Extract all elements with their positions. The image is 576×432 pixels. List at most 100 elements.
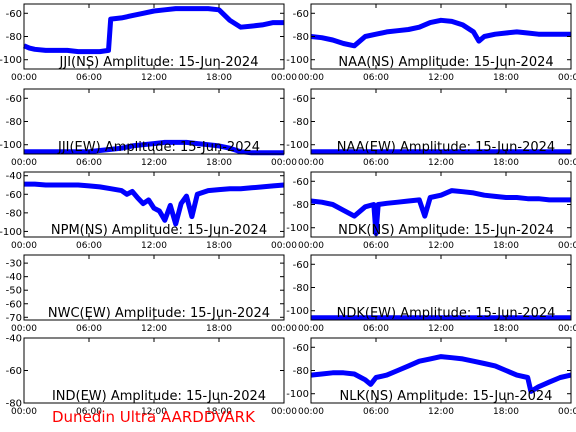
ytick-label-5-0: -60: [293, 177, 309, 188]
xtick-label-2-2: 12:00: [141, 158, 167, 168]
ytick-label-2-1: -80: [6, 117, 22, 128]
panel-title-3: NAA(EW) Amplitude: 15-Jun-2024: [337, 140, 555, 155]
xtick-label-7-2: 12:00: [428, 324, 454, 334]
footer-credit: Dunedin Ultra AARDDVARK: [52, 408, 255, 426]
xtick-label-3-4: 00:00: [558, 158, 576, 168]
panel-5: -60 -80 -100 00:00 06:00 12:00 18:00 00:00 NDK(N…: [286, 171, 576, 251]
ytick-label-0-2: -100: [0, 55, 22, 66]
panel-title-9: NLK(NS) Amplitude: 15-Jun-2024: [340, 389, 553, 404]
xtick-label-2-3: 18:00: [206, 158, 232, 168]
xtick-label-3-3: 18:00: [493, 158, 519, 168]
xtick-label-2-4: 00:00: [271, 158, 297, 168]
ytick-label-8-0: -40: [6, 334, 22, 345]
xtick-label-2-1: 06:00: [76, 158, 102, 168]
ytick-label-2-0: -60: [6, 94, 22, 105]
series-line-4-0: [24, 181, 285, 227]
ytick-label-9-0: -60: [293, 343, 309, 354]
ytick-label-4-1: -60: [6, 190, 22, 201]
ytick-label-3-1: -80: [293, 117, 309, 128]
ytick-label-7-0: -60: [293, 260, 309, 271]
xtick-label-7-0: 00:00: [298, 324, 324, 334]
panel-title-1: NAA(NS) Amplitude: 15-Jun-2024: [338, 55, 553, 70]
panel-title-8: IND(EW) Amplitude: 15-Jun-2024: [52, 389, 266, 404]
ytick-label-2-2: -100: [0, 140, 22, 151]
xtick-label-1-4: 00:00: [558, 73, 576, 83]
xtick-label-4-1: 06:00: [76, 241, 102, 251]
xtick-label-1-3: 18:00: [493, 73, 519, 83]
ytick-label-6-2: -50: [6, 286, 22, 297]
xtick-label-0-3: 18:00: [206, 73, 232, 83]
xtick-label-1-0: 00:00: [298, 73, 324, 83]
xtick-label-1-2: 12:00: [428, 73, 454, 83]
series-core-1-0: [310, 19, 571, 47]
ytick-label-6-0: -30: [6, 259, 22, 270]
xtick-label-8-0: 00:00: [11, 407, 37, 417]
ytick-label-6-3: -60: [6, 299, 22, 310]
xtick-label-9-2: 12:00: [428, 407, 454, 417]
ytick-label-5-2: -100: [286, 223, 309, 234]
xtick-label-2-0: 00:00: [11, 158, 37, 168]
xtick-label-8-2: 12:00: [141, 407, 167, 417]
xtick-label-9-4: 00:00: [558, 407, 576, 417]
series-core-2-0: [24, 141, 284, 154]
ytick-label-3-0: -60: [293, 94, 309, 105]
panel-2: -60 -80 -100 00:00 06:00 12:00 18:00 00:00 JJI(E…: [0, 88, 297, 168]
ytick-label-4-3: -100: [0, 227, 22, 238]
panel-7: -60-80-10000:0006:0012:0018:0000:00NDK(E…: [286, 254, 576, 334]
xtick-label-7-3: 18:00: [493, 324, 519, 334]
xtick-label-7-4: 00:00: [558, 324, 576, 334]
panel-title-5: NDK(NS) Amplitude: 15-Jun-2024: [338, 223, 554, 238]
ytick-label-8-2: -80: [6, 399, 22, 410]
xtick-label-8-3: 18:00: [206, 407, 232, 417]
xtick-label-6-0: 00:00: [11, 324, 37, 334]
panel-3: -60-80-10000:0006:0012:0018:0000:00NAA(E…: [286, 88, 576, 168]
xtick-label-0-0: 00:00: [11, 73, 37, 83]
xtick-label-1-1: 06:00: [363, 73, 389, 83]
xtick-label-9-3: 18:00: [493, 407, 519, 417]
series-core-0-0: [23, 8, 284, 53]
series-core-4-0: [24, 183, 285, 226]
panel-title-4: NPM(NS) Amplitude: 15-Jun-2024: [51, 223, 267, 238]
ytick-label-1-1: -80: [293, 32, 309, 43]
xtick-label-5-3: 18:00: [493, 241, 519, 251]
xtick-label-9-0: 00:00: [298, 407, 324, 417]
xtick-label-4-2: 12:00: [141, 241, 167, 251]
series-line-0-0: [23, 6, 284, 55]
ytick-label-7-2: -100: [286, 306, 309, 317]
panel-1: -60 -80 -100 00:00 06:00 12:00 18:00 00:00 NAA(N…: [286, 3, 576, 83]
ytick-label-7-1: -80: [293, 283, 309, 294]
ytick-label-0-0: -60: [6, 9, 22, 20]
series-core-9-0: [310, 356, 572, 393]
panel-title-0: JJI(NS) Amplitude: 15-Jun-2024: [59, 55, 259, 70]
ytick-label-5-1: -80: [293, 200, 309, 211]
ytick-label-4-0: -40: [6, 171, 22, 182]
xtick-label-7-1: 06:00: [363, 324, 389, 334]
xtick-label-5-4: 00:00: [558, 241, 576, 251]
xtick-label-5-2: 12:00: [428, 241, 454, 251]
panel-title-6: NWC(EW) Amplitude: 15-Jun-2024: [48, 306, 270, 321]
ytick-label-1-0: -60: [293, 9, 309, 20]
xtick-label-6-1: 06:00: [76, 324, 102, 334]
series-core-5-0: [310, 190, 571, 234]
xtick-label-0-2: 12:00: [141, 73, 167, 83]
ytick-label-9-2: -100: [286, 389, 309, 400]
panel-9: -60 -80 -100 00:00 06:00 12:00 18:00 00:00 NLK(N…: [286, 337, 576, 417]
xtick-label-0-1: 06:00: [76, 73, 102, 83]
xtick-label-0-4: 00:00: [271, 73, 297, 83]
ytick-label-9-1: -80: [293, 366, 309, 377]
ytick-label-4-2: -80: [6, 208, 22, 219]
xtick-label-4-3: 18:00: [206, 241, 232, 251]
xtick-label-6-3: 18:00: [206, 324, 232, 334]
xtick-label-6-4: 00:00: [271, 324, 297, 334]
ytick-label-6-4: -70: [6, 313, 22, 324]
xtick-label-5-1: 06:00: [363, 241, 389, 251]
xtick-label-8-1: 06:00: [76, 407, 102, 417]
xtick-label-4-0: 00:00: [11, 241, 37, 251]
panel-0: -60 -80 -100 00:00 06:00 12:00 18:00 00:00 JJI(N…: [0, 3, 297, 83]
xtick-label-3-2: 12:00: [428, 158, 454, 168]
panel-title-7: NDK(EW) Amplitude: 15-Jun-2024: [337, 306, 556, 321]
ytick-label-0-1: -80: [6, 32, 22, 43]
xtick-label-9-1: 06:00: [363, 407, 389, 417]
